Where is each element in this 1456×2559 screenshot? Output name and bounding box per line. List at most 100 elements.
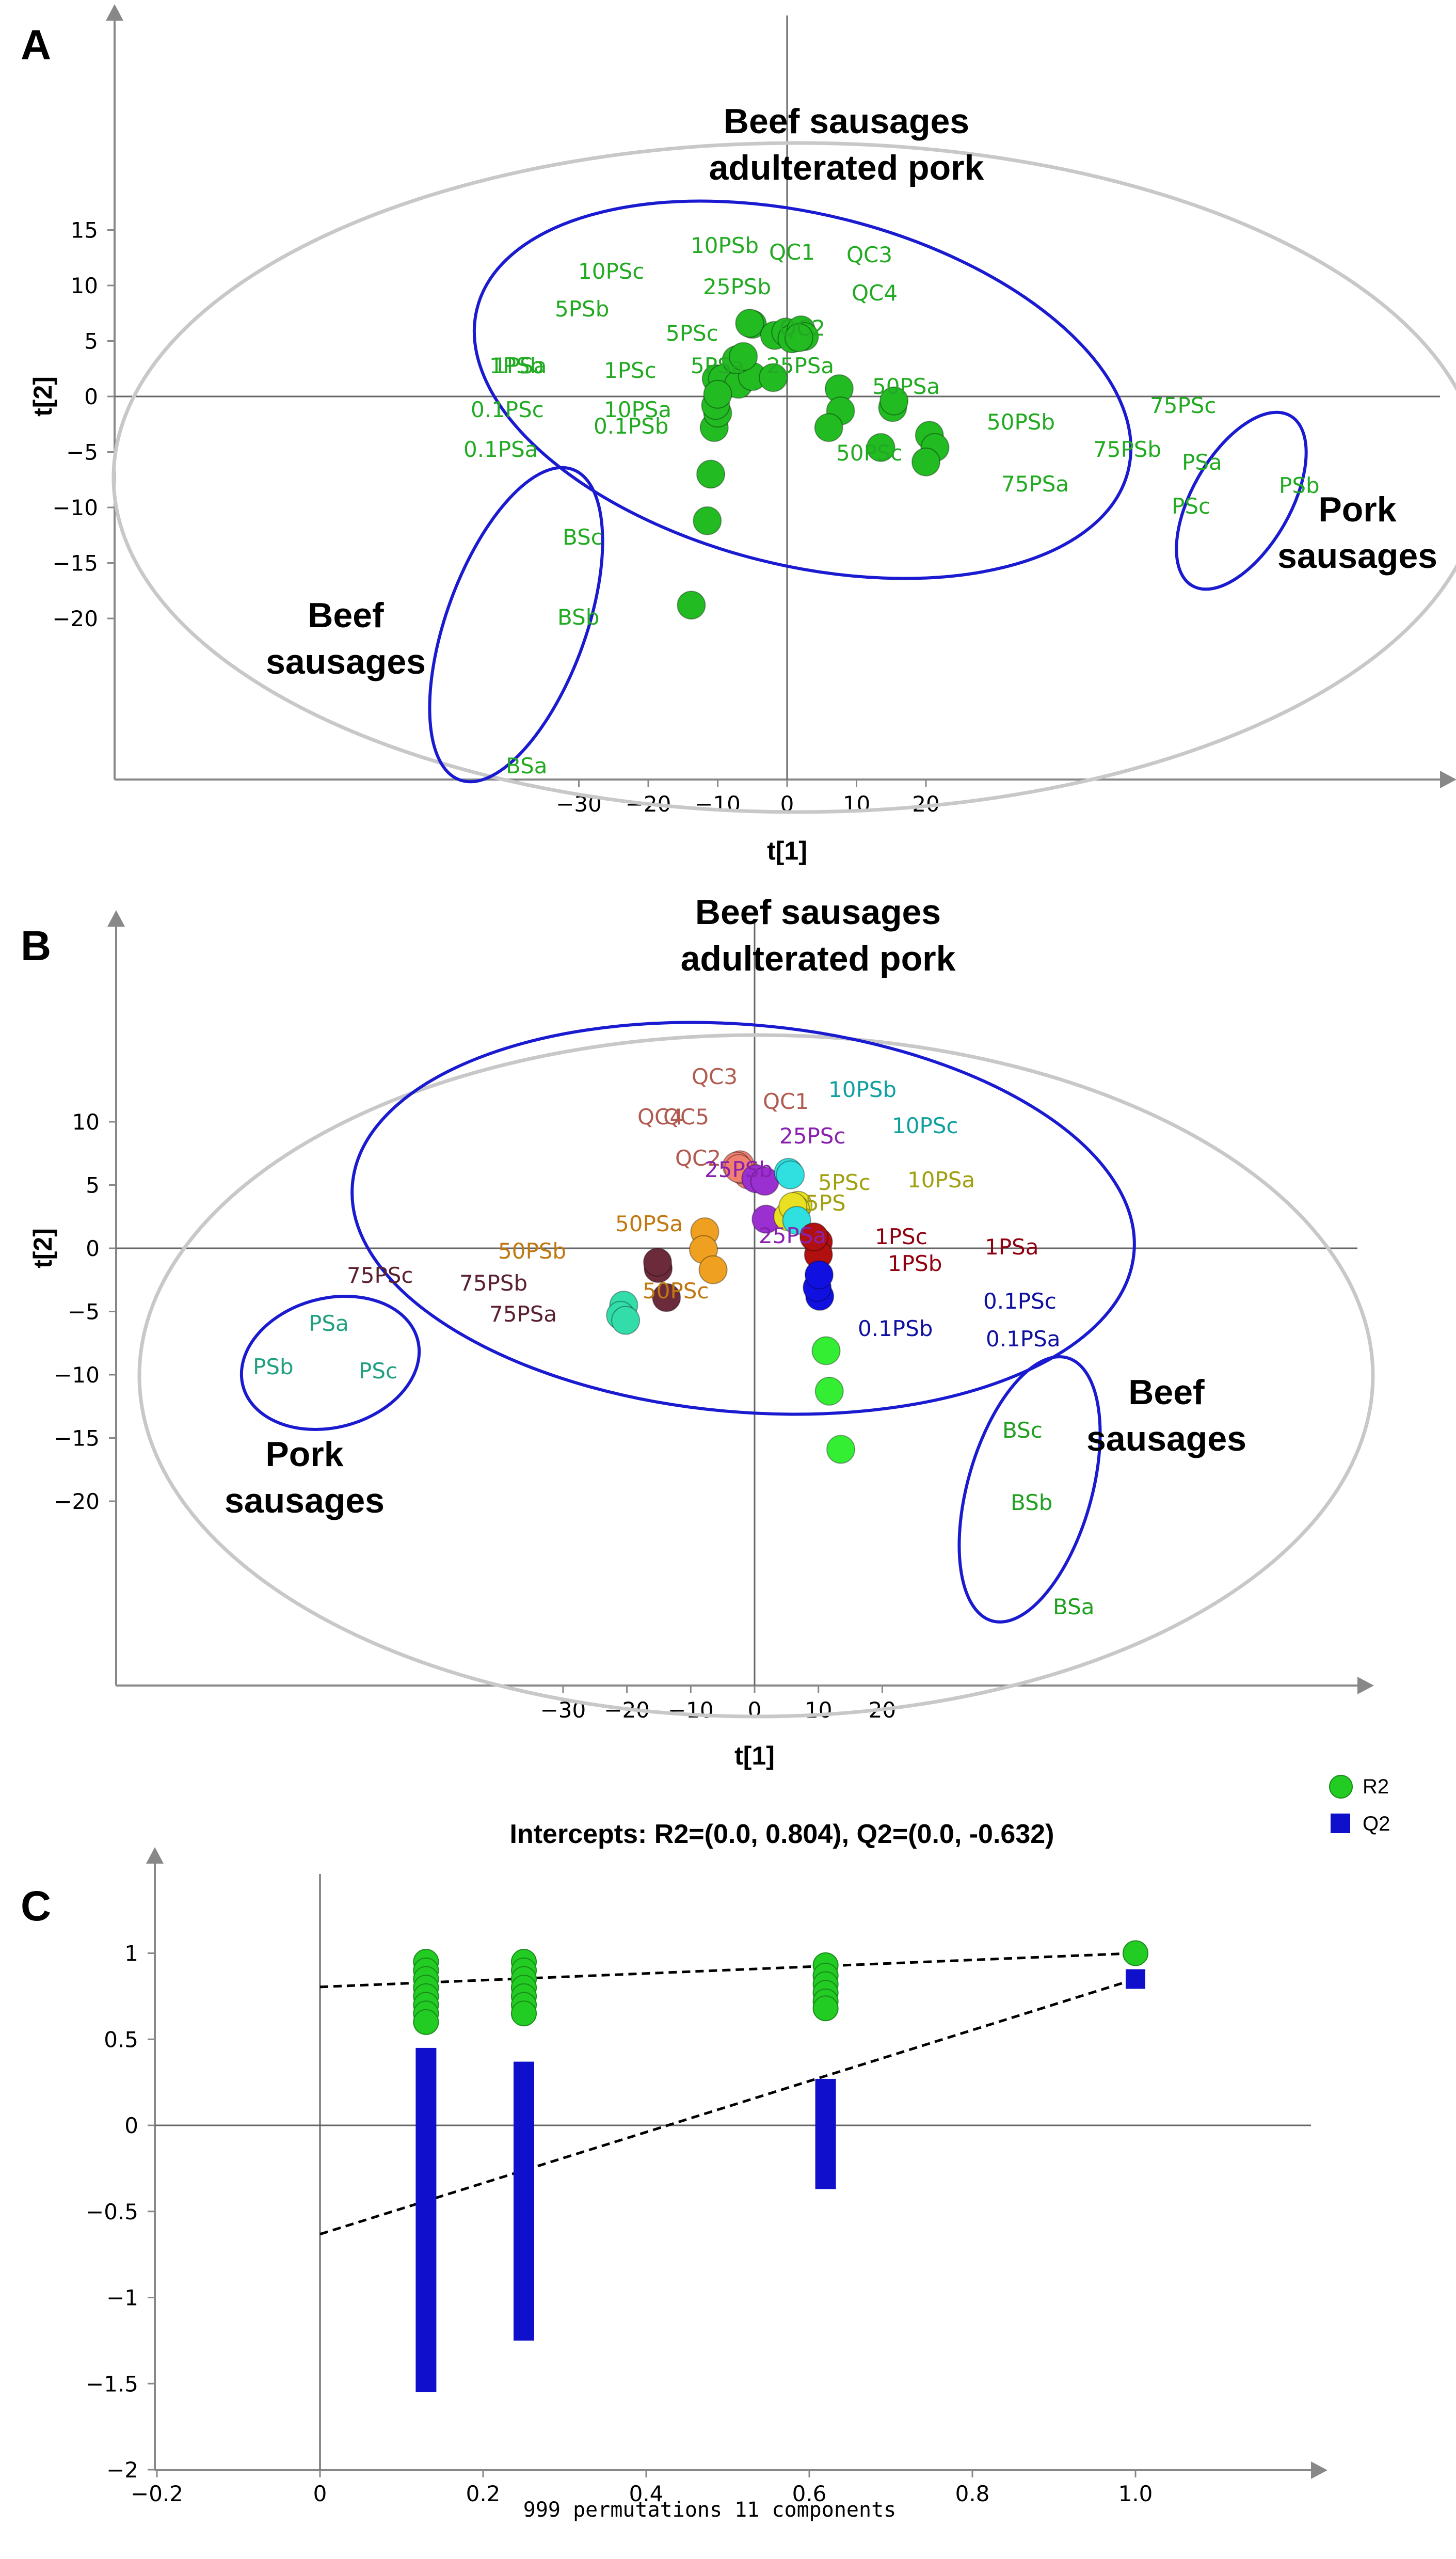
panel-b-pork-ellipse [239, 1295, 421, 1431]
panel-c-q2-bar [514, 2061, 534, 2341]
label-a-qc2: QC2 [779, 315, 825, 341]
panel-c-y-tick-label: 0 [124, 2113, 138, 2138]
label-a-10psa: 10PSa [604, 397, 671, 422]
panel-b-group-adulterated-line2: adulterated pork [681, 939, 956, 978]
label-b-bsb: BSb [1011, 1490, 1052, 1515]
panel-c-marks [319, 1940, 1148, 2392]
label-b-01psc: 0.1PSc [983, 1289, 1057, 1314]
panel-b-point-10psx [782, 1206, 811, 1235]
panel-a-points [677, 309, 950, 620]
panel-a-group-adulterated-line1: Beef sausages [724, 102, 969, 141]
panel-c-y-axis-arrow [146, 1847, 164, 1864]
legend-r2-label: R2 [1363, 1775, 1389, 1798]
label-b-1psc: 1PSc [875, 1224, 927, 1249]
panel-c-r2-point [511, 2000, 537, 2027]
label-b-qc4: QC4 [637, 1104, 683, 1130]
label-a-1psb: 1PSb [489, 353, 543, 378]
label-b-1psa: 1PSa [985, 1234, 1038, 1260]
label-a-01psa: 0.1PSa [463, 437, 538, 462]
panel-c-x-tick-label: 0.4 [629, 2481, 664, 2506]
panel-a-hotelling-ellipse [111, 141, 1456, 814]
panel-c-x-tick-label: 0.6 [792, 2481, 827, 2506]
panel-a-point-bsa [677, 591, 706, 620]
panel-b-point-psc [611, 1306, 641, 1335]
label-b-01psb: 0.1PSb [858, 1316, 933, 1341]
label-b-1psb: 1PSb [888, 1251, 942, 1276]
panel-b-y-tick-label: 5 [86, 1173, 100, 1198]
label-b-25psc: 25PSc [779, 1123, 846, 1149]
label-b-qc5: QC5 [663, 1104, 709, 1130]
label-a-5psa: 5PSa [691, 353, 744, 378]
label-a-psa: PSa [1182, 450, 1222, 475]
label-b-50psb: 50PSb [498, 1238, 566, 1264]
panel-a-x-axis-arrow [1440, 771, 1456, 788]
label-b-psb: PSb [253, 1354, 294, 1379]
panel-b-point-1psc [799, 1222, 829, 1251]
panel-a-y-tick-label: −15 [52, 551, 98, 576]
panel-b-point-bsa [826, 1435, 855, 1464]
panel-c-x-tick-label: 0 [313, 2481, 327, 2506]
panel-a-pork-ellipse [1175, 410, 1308, 591]
label-b-01psa: 0.1PSa [986, 1326, 1061, 1352]
panel-a-group-pork-line1: Pork [1318, 490, 1396, 529]
panel-b-x-tick-label: −10 [668, 1697, 714, 1723]
panel-b-y-tick-label: 10 [72, 1109, 100, 1135]
panel-a-point-5psc [729, 342, 758, 371]
panel-b-x-axis-arrow [1357, 1677, 1374, 1694]
panel-c-x-axis-arrow [1311, 2461, 1327, 2479]
label-b-qc3: QC3 [692, 1064, 738, 1089]
label-a-psc: PSc [1172, 494, 1210, 519]
legend-q2-label: Q2 [1363, 1813, 1390, 1835]
panel-c-x-tick-label: 0.8 [955, 2481, 990, 2506]
panel-b-point-75psc [643, 1247, 672, 1277]
label-b-5ps: 5PS [805, 1190, 846, 1216]
label-a-5psb: 5PSb [555, 296, 609, 322]
label-a-10psb: 10PSb [691, 233, 759, 258]
panel-b-adulterated-ellipse [350, 1021, 1136, 1416]
panel-a-y-tick-label: 15 [71, 218, 98, 243]
label-a-1psc: 1PSc [604, 358, 657, 383]
panel-c-x-tick-label: 0.2 [466, 2481, 501, 2506]
panel-c-y-tick-label: −1 [106, 2285, 138, 2311]
panel-a-y-tick-label: −5 [66, 440, 98, 465]
label-b-10psb: 10PSb [828, 1077, 897, 1102]
panel-c-y-tick-label: 0.5 [104, 2027, 138, 2052]
label-b-10psc: 10PSc [892, 1113, 958, 1138]
panel-c-r2-point [812, 1995, 839, 2022]
panel-b-y-label: t[2] [28, 1228, 57, 1268]
panel-a-group-adulterated-line2: adulterated pork [709, 148, 984, 187]
label-a-psb: PSb [1279, 473, 1320, 498]
panel-c-q2-line [319, 1978, 1136, 2236]
panel-c-x-tick-label: −0.2 [131, 2481, 183, 2506]
panel-b-hotelling-ellipse [137, 1033, 1375, 1719]
panel-c-q2-bar [415, 2047, 437, 2392]
panel-a-point-75psc [879, 386, 909, 416]
label-a-5psc: 5PSc [666, 321, 718, 346]
panel-a-y-label: t[2] [28, 376, 57, 417]
panel-b-point-bsc [811, 1336, 841, 1365]
panel-c-y-tick-label: 1 [124, 1941, 138, 1966]
panel-a-y-axis-arrow [106, 4, 123, 21]
panel-b-point-0-1psc [804, 1260, 834, 1290]
panel-a-group-beef-line2: sausages [266, 642, 426, 681]
panel-a-y-tick-label: 10 [71, 273, 98, 298]
panel-a-point-50psc [814, 413, 843, 442]
panel-b-group-adulterated-line1: Beef sausages [695, 893, 941, 932]
label-b-25psa: 25PSa [759, 1223, 826, 1248]
panel-b-point-10psc [776, 1160, 805, 1189]
panel-a-adulterated-ellipse [472, 199, 1133, 580]
panel-a-point-10psa [703, 379, 732, 409]
label-b-qc1: QC1 [763, 1089, 809, 1114]
label-a-01psc: 0.1PSc [471, 397, 544, 422]
panel-c-r2-line [319, 1952, 1136, 1989]
label-a-50psb: 50PSb [987, 409, 1055, 435]
panel-b-label: B [21, 923, 51, 969]
panel-a-point-bsc [696, 459, 726, 489]
label-b-50psa: 50PSa [615, 1211, 683, 1236]
panel-b-x-tick-label: 0 [748, 1697, 762, 1723]
panel-c-x-tick-label: 1.0 [1118, 2481, 1153, 2506]
panel-b-points [606, 1150, 855, 1464]
panel-c-title: Intercepts: R2=(0.0, 0.804), Q2=(0.0, -0… [510, 1819, 1054, 1849]
